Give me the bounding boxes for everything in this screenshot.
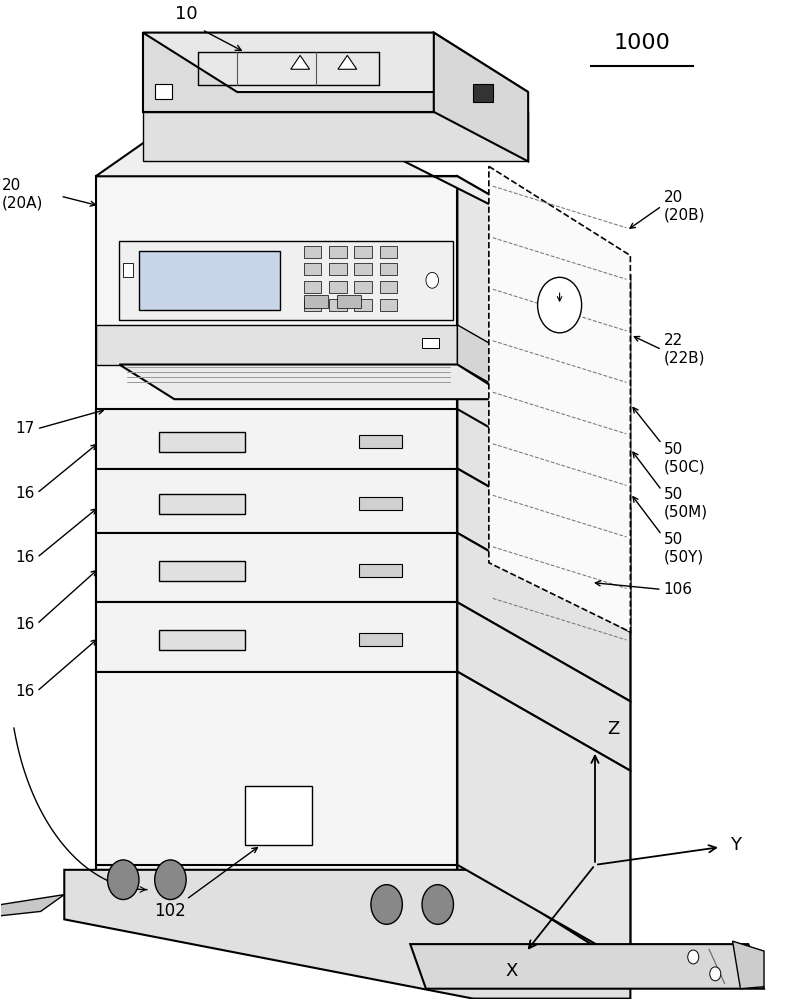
Bar bbox=[304, 263, 321, 275]
Circle shape bbox=[371, 885, 402, 924]
Bar bbox=[422, 338, 439, 348]
Polygon shape bbox=[95, 325, 458, 365]
Polygon shape bbox=[143, 33, 528, 92]
Bar bbox=[359, 564, 402, 577]
Polygon shape bbox=[410, 944, 764, 989]
Polygon shape bbox=[458, 533, 630, 701]
Polygon shape bbox=[732, 941, 764, 989]
Polygon shape bbox=[119, 365, 512, 399]
Bar bbox=[337, 295, 361, 308]
Bar bbox=[359, 435, 402, 448]
Bar bbox=[245, 786, 312, 845]
Circle shape bbox=[422, 885, 454, 924]
Bar bbox=[380, 263, 397, 275]
Bar bbox=[354, 299, 372, 311]
Text: 16: 16 bbox=[15, 684, 35, 699]
Circle shape bbox=[537, 277, 581, 333]
Polygon shape bbox=[458, 325, 630, 464]
Text: 10: 10 bbox=[175, 5, 197, 23]
Text: 20
(20A): 20 (20A) bbox=[2, 178, 43, 210]
Polygon shape bbox=[434, 33, 528, 161]
Bar bbox=[304, 299, 321, 311]
Text: 50
(50M): 50 (50M) bbox=[664, 487, 708, 519]
Polygon shape bbox=[95, 176, 458, 870]
Bar bbox=[159, 432, 245, 452]
Circle shape bbox=[107, 860, 139, 900]
Text: 106: 106 bbox=[664, 582, 693, 597]
Bar bbox=[304, 295, 327, 308]
Polygon shape bbox=[119, 241, 454, 320]
Bar bbox=[380, 299, 397, 311]
Polygon shape bbox=[95, 469, 458, 533]
Polygon shape bbox=[139, 251, 281, 310]
Text: Y: Y bbox=[730, 836, 741, 854]
Circle shape bbox=[688, 950, 699, 964]
Polygon shape bbox=[458, 409, 630, 568]
Polygon shape bbox=[458, 602, 630, 771]
Polygon shape bbox=[143, 33, 434, 112]
Circle shape bbox=[155, 860, 186, 900]
Polygon shape bbox=[95, 672, 458, 865]
Text: 20
(20B): 20 (20B) bbox=[664, 190, 705, 222]
Polygon shape bbox=[95, 77, 630, 275]
Text: 16: 16 bbox=[15, 617, 35, 632]
Polygon shape bbox=[95, 533, 458, 602]
Text: 50
(50C): 50 (50C) bbox=[664, 442, 705, 475]
Text: 22
(22B): 22 (22B) bbox=[664, 333, 705, 366]
Text: 1000: 1000 bbox=[614, 33, 671, 53]
Polygon shape bbox=[95, 602, 458, 672]
Bar bbox=[380, 281, 397, 293]
Bar bbox=[329, 281, 346, 293]
Bar bbox=[329, 246, 346, 258]
Bar bbox=[123, 263, 133, 277]
Polygon shape bbox=[290, 55, 309, 69]
Bar bbox=[155, 84, 172, 99]
Bar bbox=[354, 281, 372, 293]
Polygon shape bbox=[489, 166, 630, 632]
Text: Z: Z bbox=[607, 720, 619, 738]
Bar bbox=[159, 494, 245, 514]
Text: 16: 16 bbox=[15, 486, 35, 501]
Polygon shape bbox=[64, 870, 630, 999]
Bar bbox=[354, 263, 372, 275]
Bar bbox=[159, 561, 245, 581]
Bar bbox=[359, 497, 402, 510]
Bar bbox=[473, 84, 493, 102]
Polygon shape bbox=[143, 112, 528, 161]
Bar bbox=[380, 246, 397, 258]
Bar bbox=[304, 246, 321, 258]
Bar bbox=[329, 263, 346, 275]
Polygon shape bbox=[458, 672, 630, 964]
Bar bbox=[359, 633, 402, 646]
Text: 16: 16 bbox=[15, 550, 35, 565]
Bar bbox=[159, 630, 245, 650]
Text: 17: 17 bbox=[15, 421, 35, 436]
Bar bbox=[329, 299, 346, 311]
Bar bbox=[354, 246, 372, 258]
Text: 102: 102 bbox=[155, 902, 186, 920]
Polygon shape bbox=[0, 895, 64, 917]
Circle shape bbox=[710, 967, 721, 981]
Polygon shape bbox=[95, 409, 458, 469]
Text: 50
(50Y): 50 (50Y) bbox=[664, 532, 704, 564]
Text: X: X bbox=[506, 962, 518, 980]
Polygon shape bbox=[338, 55, 357, 69]
Circle shape bbox=[426, 272, 439, 288]
Polygon shape bbox=[458, 469, 630, 632]
Polygon shape bbox=[458, 176, 630, 969]
Bar bbox=[304, 281, 321, 293]
